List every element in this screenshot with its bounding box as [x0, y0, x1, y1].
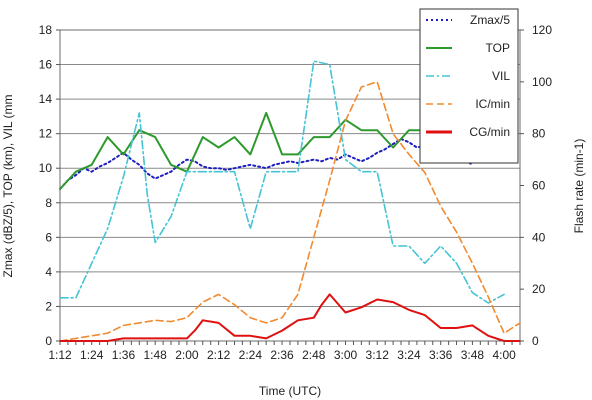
left-tick-label: 18 — [39, 23, 53, 37]
series-line-vil — [59, 60, 505, 304]
x-tick-label: 3:24 — [397, 348, 421, 362]
left-axis-title: Zmax (dBZ/5), TOP (km), VIL (mm — [1, 95, 15, 278]
right-tick-label: 100 — [532, 75, 552, 89]
x-tick-label: 1:48 — [143, 348, 167, 362]
right-tick-label: 60 — [532, 179, 546, 193]
series-line-ic-min — [59, 81, 521, 342]
legend-label: TOP — [486, 41, 510, 55]
right-tick-label: 80 — [532, 127, 546, 141]
x-tick-label: 1:36 — [112, 348, 136, 362]
x-axis-ticks: 1:12 1:24 1:36 1:48 2:00 2:12 2:24 2:36 2:48 3:00… — [48, 341, 521, 362]
left-tick-label: 16 — [39, 58, 53, 72]
left-tick-label: 2 — [45, 299, 52, 313]
legend-label: IC/min — [475, 97, 510, 111]
x-tick-label: 4:00 — [492, 348, 516, 362]
right-tick-label: 0 — [532, 334, 539, 348]
left-tick-label: 14 — [39, 92, 53, 106]
left-tick-label: 10 — [39, 161, 53, 175]
x-axis-title: Time (UTC) — [259, 384, 321, 398]
right-tick-label: 20 — [532, 282, 546, 296]
series-line-cg-min — [59, 293, 521, 342]
left-tick-label: 8 — [45, 196, 52, 210]
x-tick-label: 1:12 — [48, 348, 72, 362]
x-tick-label: 1:24 — [80, 348, 104, 362]
left-tick-label: 6 — [45, 230, 52, 244]
right-tick-label: 40 — [532, 230, 546, 244]
legend-label: CG/min — [469, 125, 510, 139]
legend: Zmax/5 TOP VIL IC/min CG/min — [419, 8, 519, 164]
x-tick-label: 3:12 — [366, 348, 390, 362]
right-axis-ticks: 0 20 40 60 80 100 120 — [520, 23, 552, 348]
right-tick-label: 120 — [532, 23, 552, 37]
x-tick-label: 2:24 — [239, 348, 263, 362]
legend-label: Zmax/5 — [470, 13, 510, 27]
x-tick-label: 2:48 — [302, 348, 326, 362]
left-axis-ticks: 0 2 4 6 8 10 12 14 16 18 — [39, 23, 60, 348]
x-tick-label: 3:36 — [429, 348, 453, 362]
x-tick-label: 2:12 — [207, 348, 231, 362]
left-tick-label: 4 — [45, 265, 52, 279]
x-tick-label: 2:00 — [175, 348, 199, 362]
x-tick-label: 3:48 — [461, 348, 485, 362]
left-tick-label: 0 — [45, 334, 52, 348]
legend-label: VIL — [492, 69, 510, 83]
legend-box — [419, 8, 519, 164]
right-axis-title: Flash rate (min-1) — [572, 139, 586, 234]
x-tick-label: 3:00 — [334, 348, 358, 362]
left-tick-label: 12 — [39, 127, 53, 141]
x-tick-label: 2:36 — [270, 348, 294, 362]
